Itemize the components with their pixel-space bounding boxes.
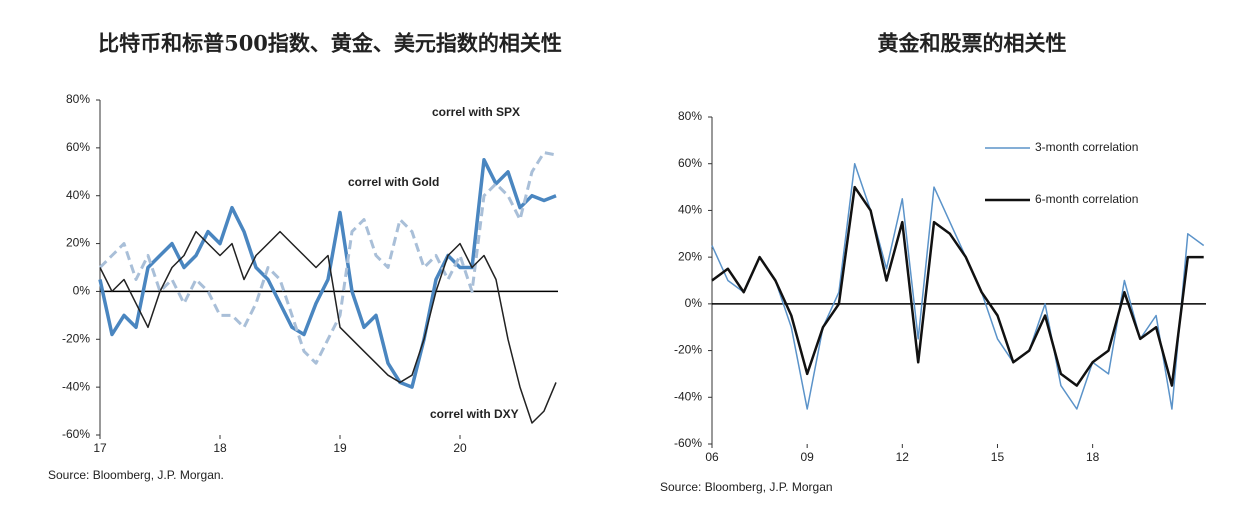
x-tick-label: 12 — [896, 450, 910, 464]
chart-title: 黄金和股票的相关性 — [878, 31, 1067, 56]
y-tick-label: 0% — [73, 284, 91, 298]
y-tick-label: -60% — [674, 436, 702, 450]
y-tick-label: 0% — [685, 296, 703, 310]
y-tick-label: 40% — [66, 188, 90, 202]
legend-label: 3-month correlation — [1035, 140, 1138, 154]
legend-label: correl with SPX — [432, 105, 520, 119]
legend-label: correl with DXY — [430, 407, 519, 421]
y-tick-label: 60% — [678, 156, 702, 170]
x-tick-label: 18 — [213, 441, 227, 455]
y-tick-label: -20% — [674, 343, 702, 357]
series-line — [99, 230, 557, 424]
x-tick-label: 17 — [93, 441, 107, 455]
legend-label: correl with Gold — [348, 175, 439, 189]
y-tick-label: 40% — [678, 203, 702, 217]
source-note: Source: Bloomberg, J.P. Morgan. — [48, 468, 224, 482]
y-tick-label: -20% — [62, 331, 90, 345]
y-tick-label: 80% — [678, 109, 702, 123]
x-tick-label: 09 — [800, 450, 814, 464]
y-tick-label: -60% — [62, 427, 90, 441]
series-line — [98, 151, 557, 365]
series-line — [98, 158, 557, 389]
y-tick-label: 20% — [66, 236, 90, 250]
x-tick-label: 18 — [1086, 450, 1100, 464]
source-note: Source: Bloomberg, J.P. Morgan — [660, 480, 833, 494]
y-tick-label: 60% — [66, 140, 90, 154]
x-tick-label: 06 — [705, 450, 719, 464]
chart-title: 比特币和标普500指数、黄金、美元指数的相关性 — [98, 31, 562, 56]
legend-label: 6-month correlation — [1035, 192, 1138, 206]
series-line — [711, 185, 1204, 387]
x-tick-label: 15 — [991, 450, 1005, 464]
x-tick-label: 20 — [453, 441, 467, 455]
y-tick-label: 20% — [678, 249, 702, 263]
series-line — [711, 162, 1205, 410]
y-tick-label: -40% — [62, 379, 90, 393]
x-tick-label: 19 — [333, 441, 347, 455]
y-tick-label: 80% — [66, 92, 90, 106]
y-tick-label: -40% — [674, 389, 702, 403]
